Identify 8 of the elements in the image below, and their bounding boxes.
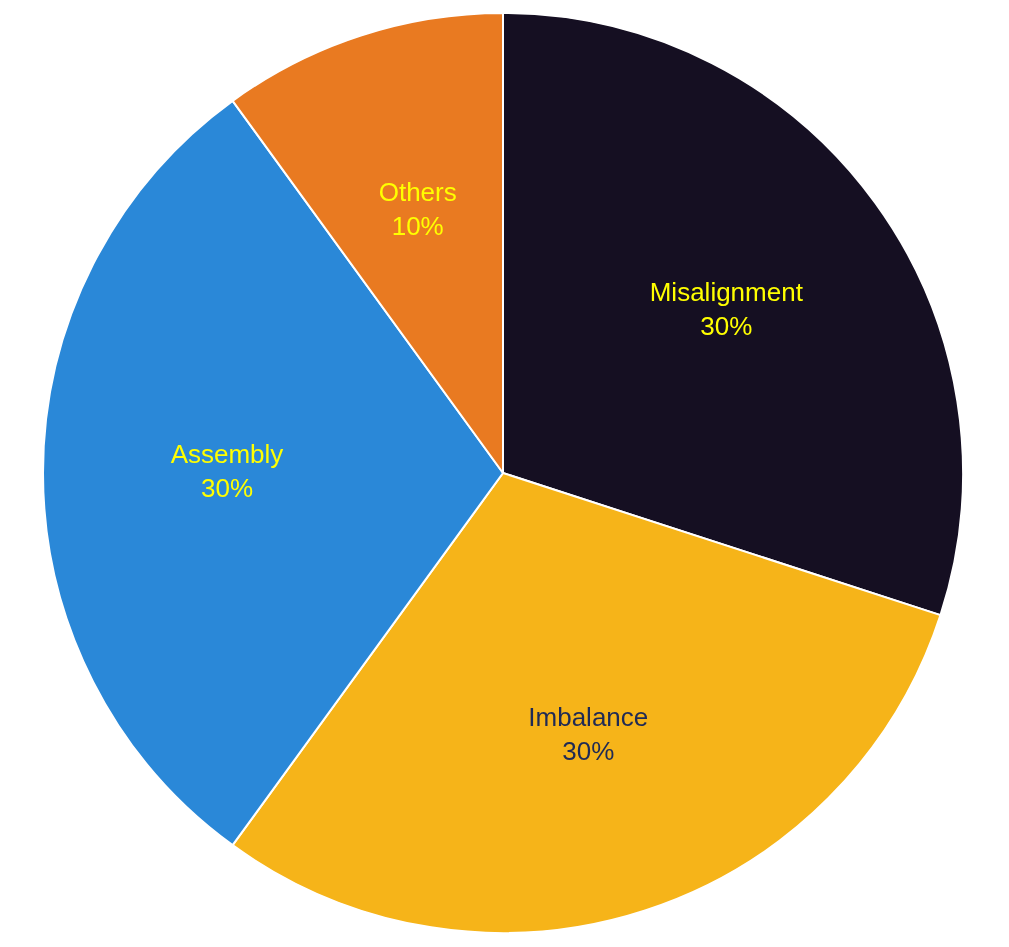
- slice-label: Imbalance: [528, 701, 649, 732]
- slice-label: Misalignment: [649, 276, 804, 307]
- slice-label: Assembly: [170, 439, 284, 470]
- data-label: 30%: [562, 735, 615, 766]
- data-label: 30%: [700, 310, 753, 341]
- data-label: 30%: [200, 473, 254, 504]
- slice-label: Others: [378, 176, 457, 207]
- data-label: 10%: [391, 210, 444, 241]
